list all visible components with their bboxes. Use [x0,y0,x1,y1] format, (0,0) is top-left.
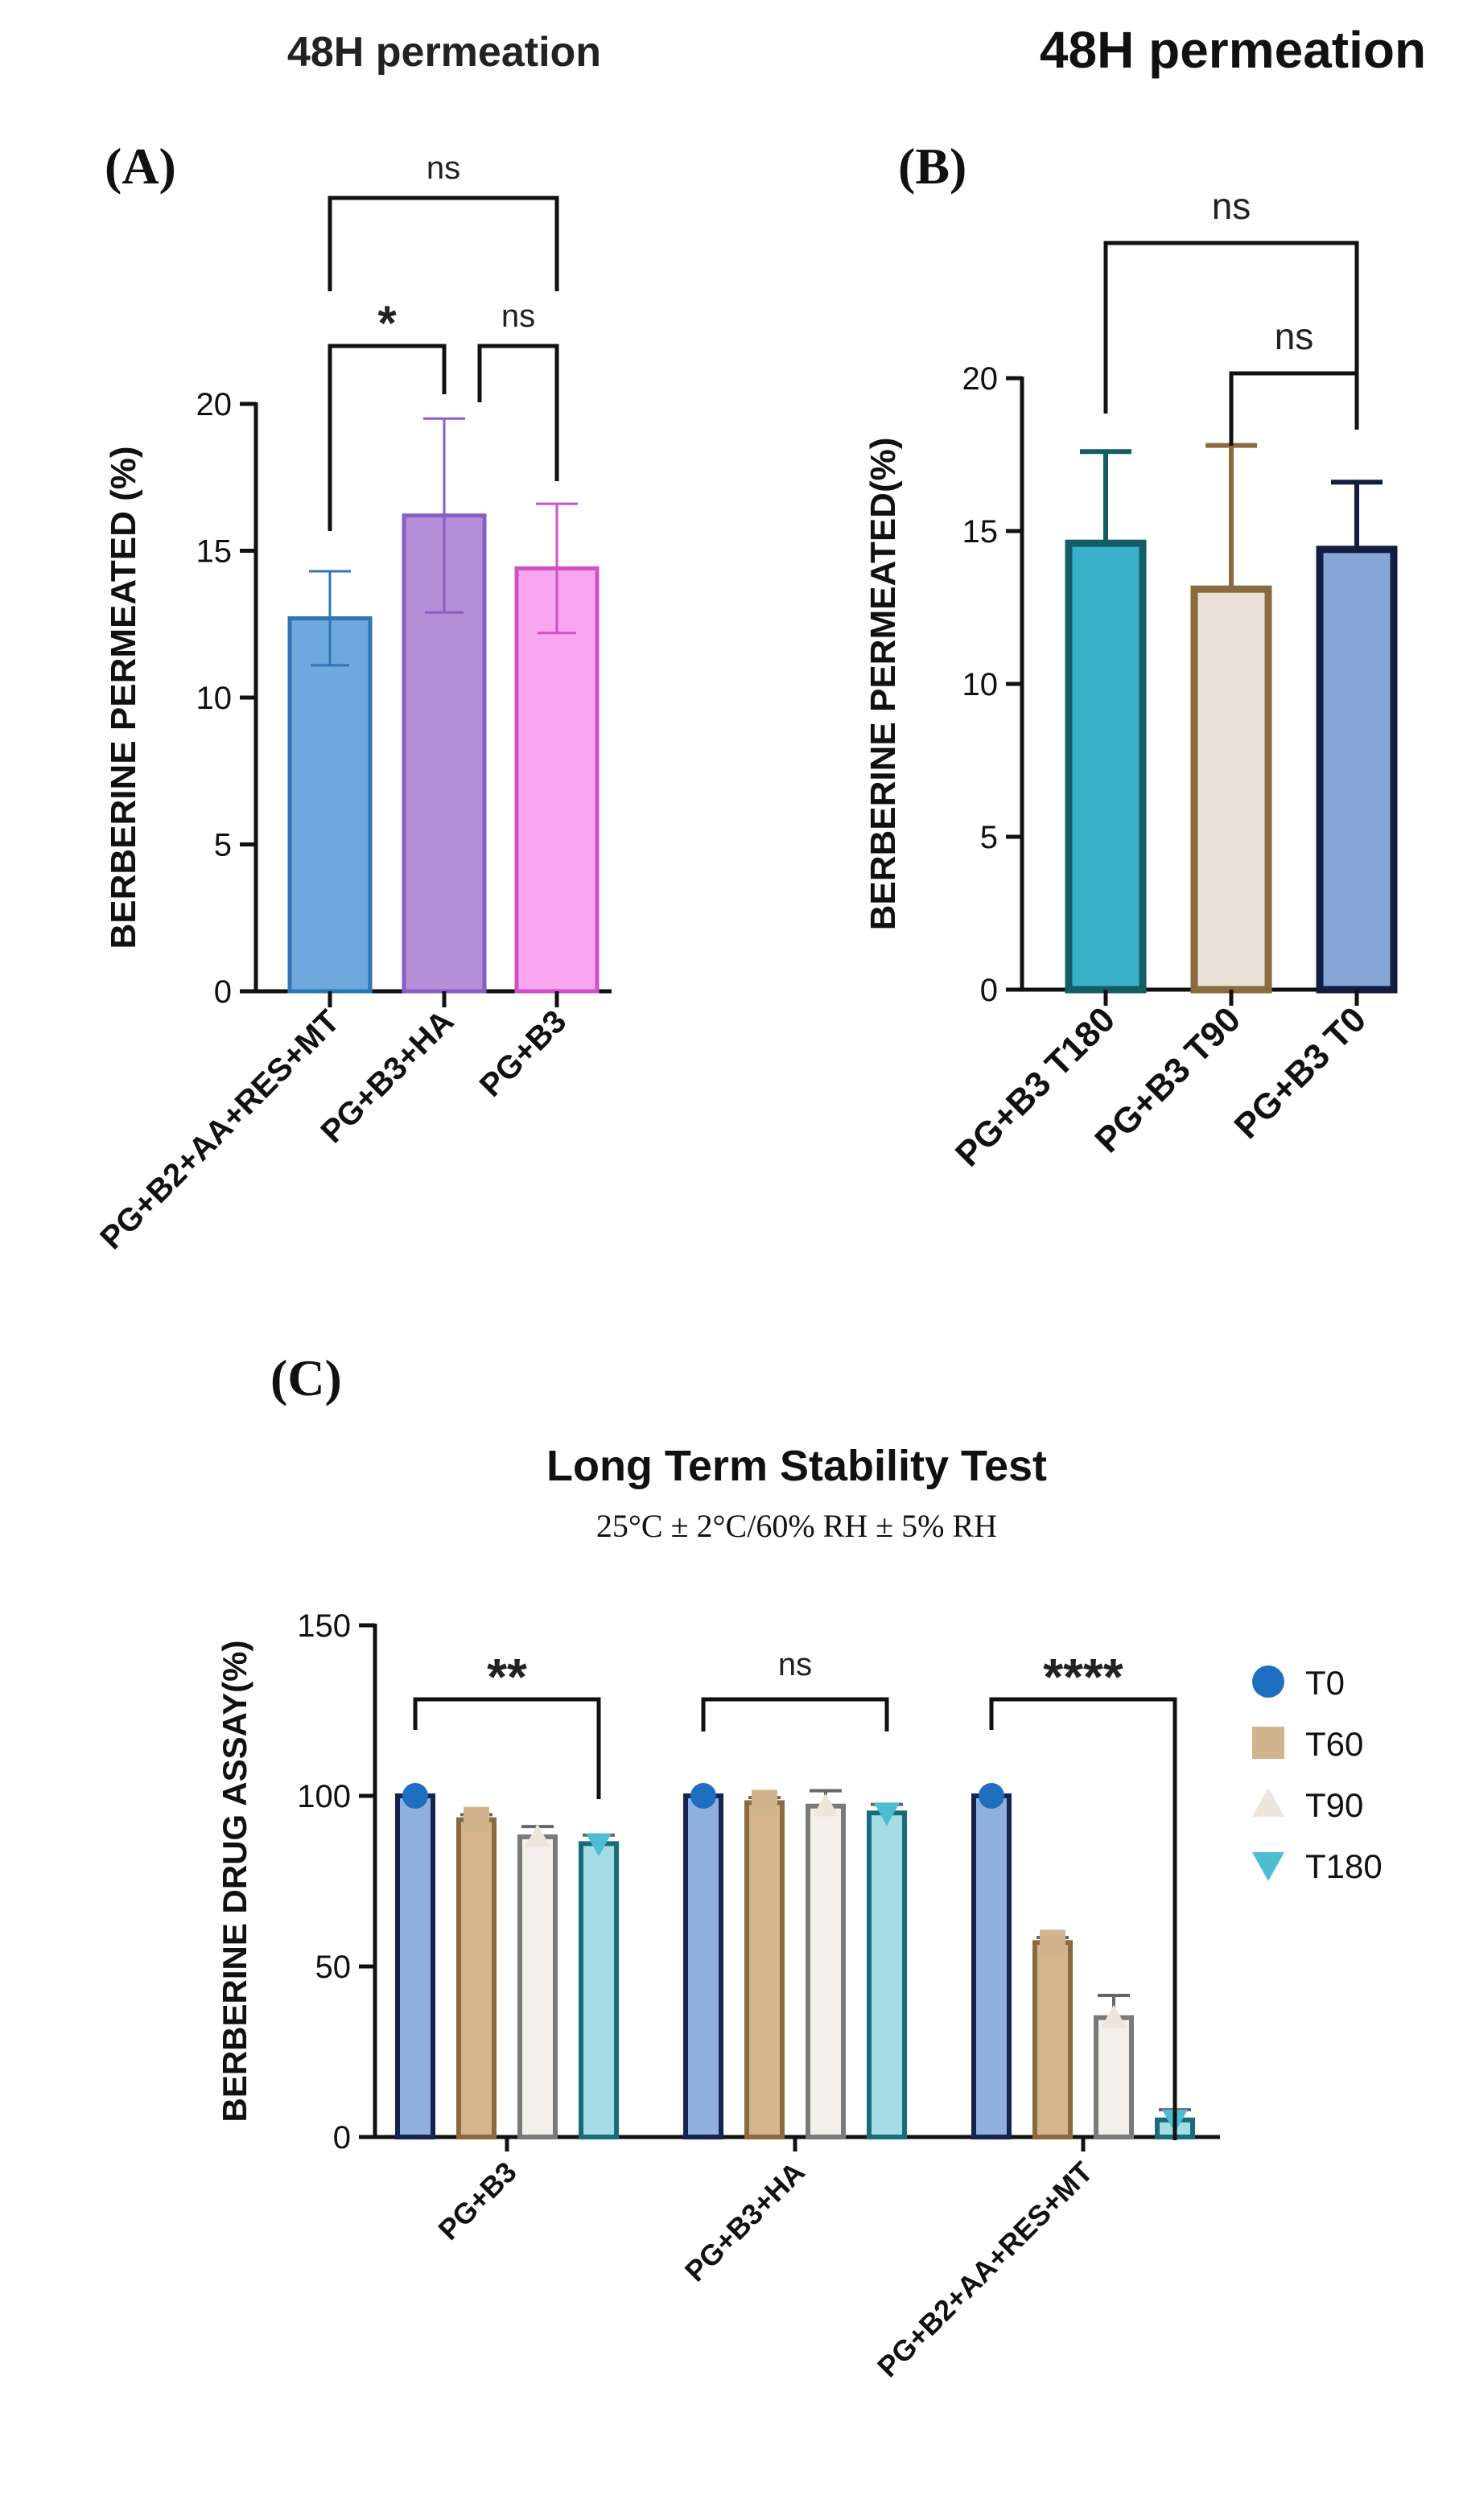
y-tick-label: 10 [962,667,999,702]
significance-label: **** [1043,1648,1123,1706]
x-category-label: PG+B2+AA+RES+MT [871,2156,1099,2384]
significance-label: * [377,296,397,350]
panel-b-label: (B) [898,138,966,195]
significance-bracket [701,1697,889,1731]
panel-c-label: (C) [270,1349,342,1406]
significance-bracket [1103,241,1359,428]
panel-b-title: 48H permeation [1040,21,1426,79]
y-tick-label: 50 [315,1950,352,1985]
bar [867,1810,907,2139]
significance-label: ns [1212,185,1251,227]
legend-label: T180 [1305,1847,1383,1885]
panel-a-label: (A) [105,138,176,195]
significance-bracket [413,1697,601,1799]
panel-a-chart: 0 5 10 15 20 BERBERINE PERMEATED (%) PG+B2+AA+… [93,150,612,1256]
bar [456,1817,497,2139]
y-tick-label: 0 [333,2120,351,2156]
data-point-marker [813,1793,839,1817]
data-point-marker [402,1783,428,1809]
significance-label: ns [427,150,460,186]
significance-label: ns [1275,315,1314,357]
bar [287,616,373,994]
y-axis-label: BERBERINE PERMEATED(%) [863,438,903,931]
legend-label: T0 [1305,1664,1345,1702]
significance-bracket [328,344,447,531]
significance-bracket [989,1697,1177,2140]
data-point-marker [525,1823,550,1847]
significance-label: ** [487,1648,527,1706]
data-point-marker [979,1783,1004,1809]
data-point-marker [690,1783,716,1809]
y-tick-label: 150 [297,1608,351,1644]
data-point-marker [752,1789,777,1816]
legend-label: T90 [1305,1786,1363,1824]
y-axis-label: BERBERINE DRUG ASSAY(%) [216,1641,253,2123]
legend-label: T60 [1305,1725,1363,1763]
bar [1190,585,1272,994]
data-point-marker [874,1802,900,1826]
bar [971,1793,1012,2139]
legend-marker [1252,1852,1284,1881]
bar [1094,2015,1134,2140]
legend-marker [1252,1788,1284,1817]
x-category-label: PG+B3 T0 [1227,999,1374,1146]
y-tick-label: 10 [196,681,233,716]
data-point-marker [464,1806,489,1833]
y-tick-label: 0 [980,973,998,1008]
legend-marker [1252,1666,1284,1698]
y-tick-label: 5 [980,820,998,855]
y-axis-label: BERBERINE PERMEATED (%) [104,446,143,949]
x-category-label: PG+B3 T180 [948,999,1123,1174]
bar [1032,1940,1073,2140]
data-point-marker [1040,1929,1065,1956]
x-category-label: PG+B2+AA+RES+MT [93,1003,346,1256]
data-point-marker [1101,2004,1127,2028]
y-tick-label: 100 [297,1779,351,1814]
data-point-marker [586,1833,612,1857]
panel-c-chart: 0 50 100 150 BERBERINE DRUG ASSAY(%) PG+B3 PG+… [216,1608,1383,2383]
significance-bracket [477,344,559,481]
bar [806,1803,846,2139]
bar [1065,539,1147,994]
panel-c-title: Long Term Stability Test [546,1442,1047,1490]
panel-b-chart: 0 5 10 15 20 BERBERINE PERMEATED(%) PG+B3 T180… [863,185,1398,1175]
bar [579,1841,619,2140]
legend-marker [1252,1727,1284,1759]
bar [517,1834,558,2139]
x-category-label: PG+B3 [473,1003,574,1104]
x-category-label: PG+B3 [431,2156,522,2246]
y-tick-label: 15 [962,514,999,550]
y-tick-label: 0 [214,974,232,1010]
panel-a-title: 48H permeation [287,29,601,76]
y-tick-label: 20 [196,387,233,422]
significance-bracket [328,196,559,291]
panel-c-subtitle: 25°C ± 2°C/60% RH ± 5% RH [596,1508,997,1544]
bar [744,1800,785,2139]
significance-bracket [1229,371,1359,446]
y-tick-label: 15 [196,534,233,570]
bar [1316,546,1398,994]
bar [395,1793,435,2139]
bar [683,1793,723,2139]
y-tick-label: 20 [962,361,999,397]
significance-label: ns [778,1647,812,1682]
significance-label: ns [501,299,535,334]
x-category-label: PG+B3+HA [678,2156,811,2288]
y-tick-label: 5 [214,828,232,863]
